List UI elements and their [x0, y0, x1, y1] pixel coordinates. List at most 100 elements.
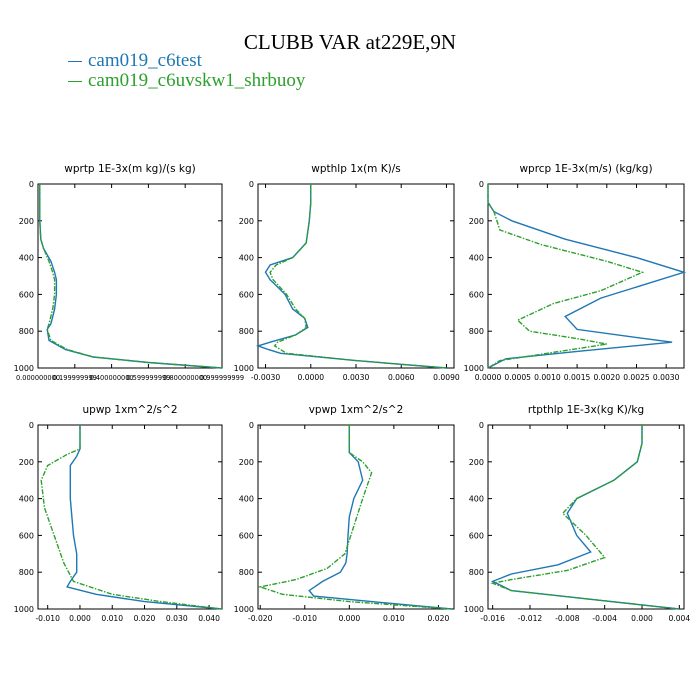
x-tick-label: 0.000 [631, 614, 653, 623]
y-tick-label: 0 [29, 421, 34, 430]
x-tick-label: 0.599999999 [126, 374, 170, 382]
y-tick-label: 1000 [464, 364, 484, 373]
y-tick-label: 600 [239, 531, 254, 540]
y-tick-label: 800 [469, 568, 484, 577]
y-tick-label: 200 [19, 458, 34, 467]
y-tick-label: 400 [469, 254, 484, 263]
panel-frame [257, 183, 455, 369]
y-tick-label: 400 [19, 254, 34, 263]
panel-frame [37, 183, 223, 369]
y-tick-label: 1000 [464, 605, 484, 614]
series-line-2 [269, 184, 447, 369]
x-tick-label: 0.000000000 [16, 374, 60, 382]
y-tick-label: 400 [19, 495, 34, 504]
panel-frame [257, 424, 455, 610]
panel-title: vpwp 1xm^2/s^2 [309, 404, 404, 416]
x-tick-label: 0.020 [134, 614, 156, 623]
panel-frame [487, 424, 685, 610]
y-tick-label: 400 [239, 254, 254, 263]
y-tick-label: 600 [469, 290, 484, 299]
x-tick-label: -0.004 [592, 614, 617, 623]
series-line-1 [39, 184, 223, 369]
panel-title: wprcp 1E-3x(m/s) (kg/kg) [519, 163, 652, 175]
y-tick-label: 200 [469, 217, 484, 226]
y-tick-label: 0 [29, 180, 34, 189]
x-tick-label: 0.000 [338, 614, 360, 623]
y-tick-label: 200 [239, 217, 254, 226]
x-tick-label: -0.016 [480, 614, 505, 623]
y-tick-label: 800 [239, 568, 254, 577]
x-tick-label: 0.0000 [475, 373, 502, 382]
y-tick-label: 800 [19, 327, 34, 336]
x-tick-label: 0.040 [198, 614, 220, 623]
x-tick-label: 0.0025 [623, 373, 650, 382]
x-tick-label: -0.0030 [251, 373, 280, 382]
panel-frame [487, 183, 685, 369]
series-line-2 [40, 425, 223, 610]
x-tick-label: -0.012 [518, 614, 543, 623]
x-tick-label: 0.0060 [388, 373, 415, 382]
legend-label: cam019_c6test [88, 50, 202, 71]
y-tick-label: 1000 [14, 364, 34, 373]
y-tick-label: 0 [249, 180, 254, 189]
y-tick-label: 600 [469, 531, 484, 540]
legend-label: cam019_c6uvskw1_shrbuoy [88, 70, 306, 91]
x-tick-label: 0.020 [428, 614, 450, 623]
y-tick-label: 200 [19, 217, 34, 226]
legend-item-series-2: cam019_c6uvskw1_shrbuoy [68, 70, 305, 92]
panel-title: wpthlp 1x(m K)/s [311, 163, 401, 175]
series-line-1 [66, 425, 223, 610]
y-tick-label: 200 [239, 458, 254, 467]
x-tick-label: 0.010 [101, 614, 123, 623]
panel-title: rtpthlp 1E-3x(kg K)/kg [528, 404, 644, 416]
y-tick-label: 600 [239, 290, 254, 299]
series-line-1 [255, 184, 447, 369]
y-tick-label: 400 [469, 495, 484, 504]
x-tick-label: 0.800000000 [163, 374, 207, 382]
x-tick-label: -0.020 [248, 614, 273, 623]
x-tick-label: 0.999999999 [200, 374, 244, 382]
y-tick-label: 0 [479, 180, 484, 189]
y-tick-label: 800 [19, 568, 34, 577]
x-tick-label: 0.0015 [564, 373, 591, 382]
x-tick-label: 0.0030 [343, 373, 370, 382]
y-tick-label: 1000 [14, 605, 34, 614]
y-tick-label: 0 [479, 421, 484, 430]
x-tick-label: 0.400000000 [90, 374, 134, 382]
series-line-1 [308, 425, 452, 610]
y-tick-label: 400 [239, 495, 254, 504]
x-tick-label: 0.0005 [504, 373, 531, 382]
x-tick-label: -0.010 [35, 614, 60, 623]
series-line-1 [490, 425, 680, 610]
figure-title: CLUBB VAR at229E,9N [243, 30, 457, 54]
legend-swatch-icon [68, 80, 82, 83]
x-tick-label: 0.030 [166, 614, 188, 623]
y-tick-label: 1000 [234, 364, 254, 373]
series-line-2 [257, 425, 452, 610]
x-tick-label: 0.0090 [433, 373, 460, 382]
x-tick-label: 0.0020 [593, 373, 620, 382]
y-tick-label: 200 [469, 458, 484, 467]
y-tick-label: 600 [19, 531, 34, 540]
x-tick-label: 0.0000 [297, 373, 324, 382]
x-tick-label: 0.000 [69, 614, 91, 623]
y-tick-label: 0 [249, 421, 254, 430]
y-tick-label: 800 [469, 327, 484, 336]
legend-swatch-icon [68, 60, 82, 63]
series-line-2 [487, 184, 645, 369]
x-tick-label: -0.010 [293, 614, 318, 623]
series-line-2 [490, 425, 680, 610]
panel-title: wprtp 1E-3x(m kg)/(s kg) [64, 163, 195, 175]
x-tick-label: 0.0030 [653, 373, 680, 382]
x-tick-label: 0.004 [668, 614, 690, 623]
x-tick-label: 0.199999999 [53, 374, 97, 382]
panel-title: upwp 1xm^2/s^2 [83, 404, 178, 416]
y-tick-label: 800 [239, 327, 254, 336]
panel-frame [37, 424, 223, 610]
series-line-2 [39, 184, 223, 369]
legend-item-series-1: cam019_c6test [68, 50, 202, 72]
x-tick-label: 0.0010 [534, 373, 561, 382]
y-tick-label: 600 [19, 290, 34, 299]
